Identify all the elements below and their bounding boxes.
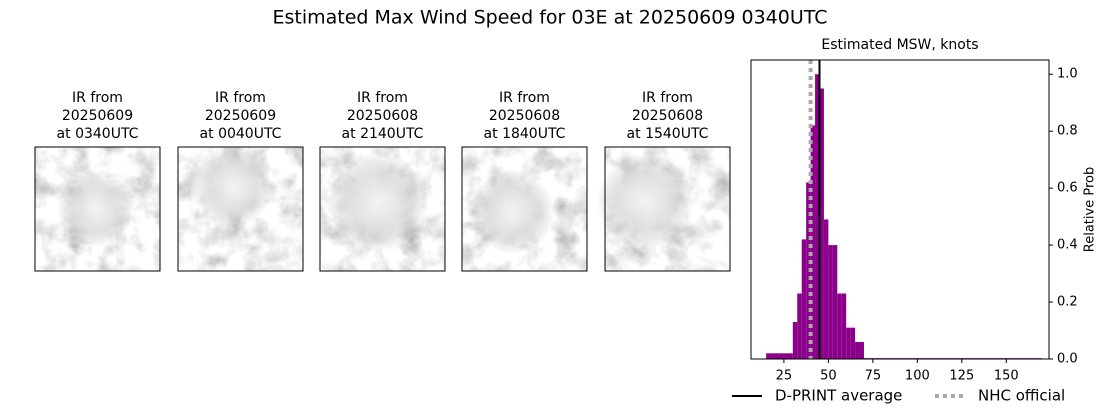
bar bbox=[819, 88, 824, 359]
panel-title: at 0340UTC bbox=[57, 126, 139, 142]
bar bbox=[806, 182, 811, 359]
storm-cloud bbox=[470, 170, 554, 254]
bar bbox=[766, 353, 793, 359]
x-tick-label: 75 bbox=[865, 369, 882, 384]
bar bbox=[792, 321, 798, 359]
x-tick-label: 150 bbox=[994, 369, 1019, 384]
y-tick-label: 0.4 bbox=[1057, 238, 1078, 253]
bar bbox=[823, 219, 829, 359]
x-tick-label: 100 bbox=[905, 369, 930, 384]
x-tick-label: 125 bbox=[949, 369, 974, 384]
x-tick-label: 25 bbox=[776, 369, 793, 384]
image-frame bbox=[604, 146, 731, 272]
panel-title: at 1840UTC bbox=[484, 126, 566, 142]
panel-title: at 2140UTC bbox=[342, 126, 424, 142]
plot-frame bbox=[750, 59, 1050, 360]
figure-title: Estimated Max Wind Speed for 03E at 2025… bbox=[272, 7, 827, 29]
storm-cloud bbox=[597, 154, 693, 250]
panel-title: at 1540UTC bbox=[627, 126, 709, 142]
y-axis-label: Relative Prob bbox=[1083, 167, 1098, 252]
panel-title: at 0040UTC bbox=[200, 126, 282, 142]
panel-title: IR from bbox=[642, 90, 693, 106]
panel-title: IR from bbox=[357, 90, 408, 106]
image-frame bbox=[319, 146, 446, 272]
bar bbox=[810, 125, 816, 359]
image-panels: IR from 20250609 at 0340UTC IR from 20250609… bbox=[34, 90, 731, 272]
bar bbox=[855, 341, 860, 359]
legend-label: D-PRINT average bbox=[775, 387, 902, 405]
storm-cloud bbox=[328, 152, 428, 252]
image-frame bbox=[461, 146, 588, 272]
panel-title: 20250609 bbox=[205, 108, 276, 124]
panel-title: 20250608 bbox=[489, 108, 560, 124]
histogram-chart: Estimated MSW, knots 25 50 75 100 125 150 0.0 0.… bbox=[732, 37, 1098, 405]
bar bbox=[801, 239, 807, 359]
panel-title: 20250609 bbox=[62, 108, 133, 124]
storm-cloud bbox=[193, 147, 273, 227]
y-tick-label: 1.0 bbox=[1057, 67, 1078, 82]
panel-title: IR from bbox=[499, 90, 550, 106]
bar bbox=[815, 74, 820, 359]
bar bbox=[850, 327, 856, 359]
y-tick-label: 0.2 bbox=[1057, 295, 1078, 310]
panel-title: 20250608 bbox=[347, 108, 418, 124]
x-tick-label: 50 bbox=[820, 369, 837, 384]
panel-title: IR from bbox=[72, 90, 123, 106]
bar bbox=[841, 293, 847, 359]
y-tick-label: 0.6 bbox=[1057, 181, 1078, 196]
panel-title: 20250608 bbox=[632, 108, 703, 124]
legend-label: NHC official bbox=[978, 387, 1065, 405]
bar bbox=[832, 245, 838, 359]
image-frame bbox=[34, 146, 161, 272]
y-tick-label: 0.0 bbox=[1057, 352, 1078, 367]
storm-cloud bbox=[57, 171, 133, 247]
bar bbox=[837, 293, 842, 359]
bar bbox=[797, 293, 802, 359]
chart-title: Estimated MSW, knots bbox=[821, 37, 978, 53]
bar bbox=[859, 341, 864, 359]
image-frame bbox=[177, 146, 304, 272]
y-tick-label: 0.8 bbox=[1057, 124, 1078, 139]
bar bbox=[828, 245, 833, 359]
panel-title: IR from bbox=[215, 90, 266, 106]
bar bbox=[846, 327, 851, 359]
